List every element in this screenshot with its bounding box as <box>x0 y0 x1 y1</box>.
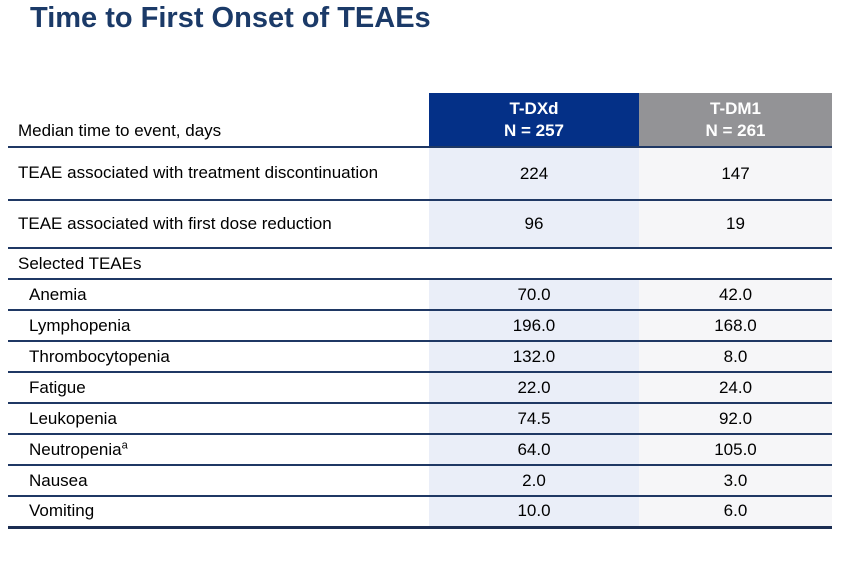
table-row: Thrombocytopenia 132.0 8.0 <box>8 341 832 373</box>
tdm1-value: 147 <box>639 147 832 201</box>
tdxd-value: 10.0 <box>429 496 639 529</box>
section-header-row: Selected TEAEs <box>8 248 832 280</box>
table-row: Vomiting 10.0 6.0 <box>8 496 832 529</box>
row-label: TEAE associated with treatment discontin… <box>8 147 429 201</box>
tdxd-value: 22.0 <box>429 372 639 404</box>
tdxd-value: 96 <box>429 200 639 249</box>
row-label: TEAE associated with first dose reductio… <box>8 200 429 249</box>
row-label: Thrombocytopenia <box>8 341 429 373</box>
column-header-tdm1-n: N = 261 <box>705 120 766 140</box>
tdm1-value: 3.0 <box>639 465 832 497</box>
corner-label: Median time to event, days <box>8 93 429 148</box>
tdm1-value: 92.0 <box>639 403 832 435</box>
table-row: Nausea 2.0 3.0 <box>8 465 832 497</box>
row-label: Fatigue <box>8 372 429 404</box>
tdm1-value: 42.0 <box>639 279 832 311</box>
table-row: Neutropeniaa 64.0 105.0 <box>8 434 832 466</box>
page-title: Time to First Onset of TEAEs <box>30 2 431 34</box>
tdm1-value: 105.0 <box>639 434 832 466</box>
tdxd-value: 196.0 <box>429 310 639 342</box>
tdxd-value: 70.0 <box>429 279 639 311</box>
row-label: Leukopenia <box>8 403 429 435</box>
column-header-tdxd-name: T-DXd <box>509 99 559 119</box>
section-header-label: Selected TEAEs <box>8 248 832 280</box>
row-label: Nausea <box>8 465 429 497</box>
column-header-tdm1-name: T-DM1 <box>710 99 761 119</box>
footnote-marker: a <box>121 438 128 451</box>
tdxd-value: 224 <box>429 147 639 201</box>
tdxd-value: 64.0 <box>429 434 639 466</box>
tdm1-value: 6.0 <box>639 496 832 529</box>
row-label: Lymphopenia <box>8 310 429 342</box>
teae-table: Median time to event, days T-DXd N = 257… <box>8 93 832 529</box>
column-header-tdxd-n: N = 257 <box>503 120 564 140</box>
tdxd-value: 132.0 <box>429 341 639 373</box>
row-label: Anemia <box>8 279 429 311</box>
table-row: Fatigue 22.0 24.0 <box>8 372 832 404</box>
tdm1-value: 8.0 <box>639 341 832 373</box>
row-label-text: Neutropenia <box>29 439 122 459</box>
tdm1-value: 24.0 <box>639 372 832 404</box>
column-header-tdxd: T-DXd N = 257 <box>429 93 639 148</box>
tdm1-value: 168.0 <box>639 310 832 342</box>
tdxd-value: 2.0 <box>429 465 639 497</box>
table-row: Lymphopenia 196.0 168.0 <box>8 310 832 342</box>
row-label: Vomiting <box>8 496 429 529</box>
table-row: Leukopenia 74.5 92.0 <box>8 403 832 435</box>
table-row: Anemia 70.0 42.0 <box>8 279 832 311</box>
column-header-tdm1: T-DM1 N = 261 <box>639 93 832 148</box>
row-label: Neutropeniaa <box>8 434 429 466</box>
tdxd-value: 74.5 <box>429 403 639 435</box>
table-row: TEAE associated with first dose reductio… <box>8 200 832 249</box>
tdm1-value: 19 <box>639 200 832 249</box>
table-header-row: Median time to event, days T-DXd N = 257… <box>8 93 832 148</box>
table-row: TEAE associated with treatment discontin… <box>8 147 832 201</box>
